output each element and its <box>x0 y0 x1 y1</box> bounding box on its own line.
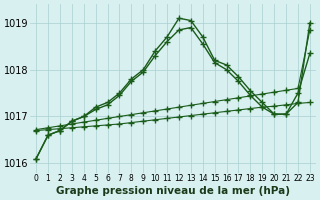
X-axis label: Graphe pression niveau de la mer (hPa): Graphe pression niveau de la mer (hPa) <box>56 186 290 196</box>
